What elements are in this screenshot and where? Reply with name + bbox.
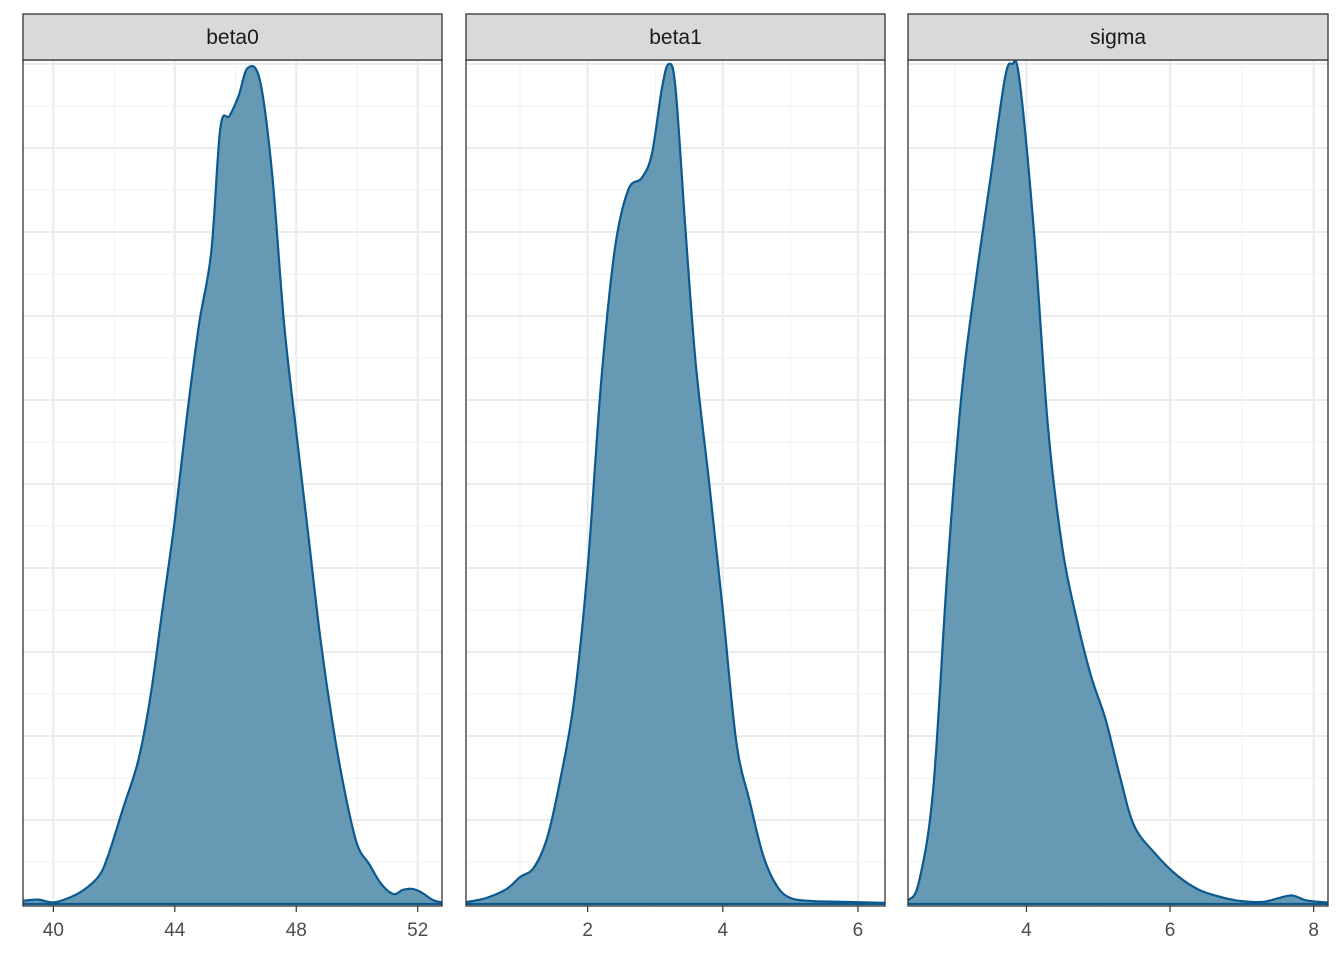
x-tick-label: 44 (164, 920, 186, 941)
facet-strip (465, 13, 886, 61)
density-line-beta0 (22, 64, 443, 904)
density-line-beta1 (465, 62, 886, 904)
facet-strip-label: beta1 (649, 26, 702, 49)
density-area-sigma (908, 60, 1328, 905)
density-area-beta1 (466, 63, 885, 904)
density-area-beta0 (23, 66, 442, 904)
x-tick-label: 6 (853, 920, 864, 941)
x-tick-label: 4 (718, 920, 729, 941)
facet-panel-beta0: beta0 40 44 48 52 (22, 13, 443, 941)
x-tick-label: 8 (1308, 920, 1319, 941)
facet-panel-beta1: beta1 2 4 6 (465, 13, 886, 941)
facet-strip-label: beta0 (206, 26, 259, 49)
x-tick-label: 40 (43, 920, 64, 941)
x-tick-label: 4 (1021, 920, 1032, 941)
x-tick-label: 48 (286, 920, 307, 941)
x-tick-label: 2 (582, 920, 593, 941)
density-line-sigma (907, 59, 1329, 904)
x-tick-label: 6 (1165, 920, 1176, 941)
facet-strip (907, 13, 1329, 61)
facet-strip (22, 13, 443, 61)
x-tick-label: 52 (407, 920, 428, 941)
facet-strip-label: sigma (1090, 26, 1146, 49)
facet-panel-sigma: sigma 4 6 8 (907, 13, 1329, 941)
